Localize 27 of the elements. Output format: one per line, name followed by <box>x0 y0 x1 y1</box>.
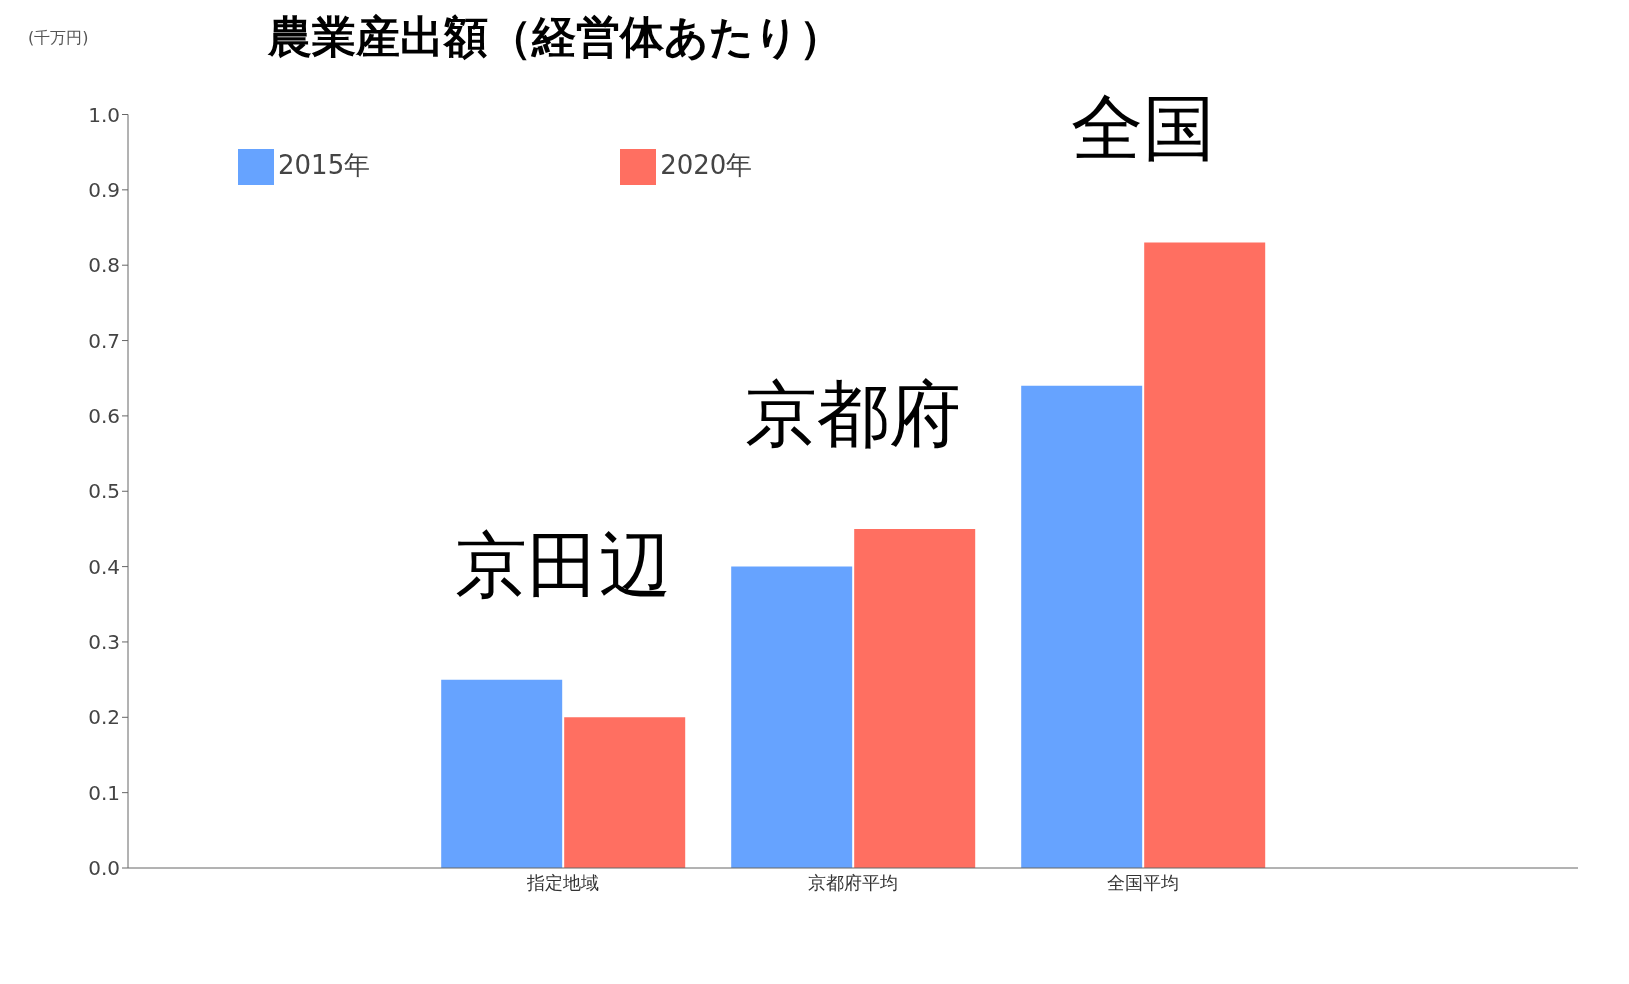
y-tick-label: 0.4 <box>88 554 120 579</box>
y-axis-title: (千万円) <box>28 28 89 49</box>
y-tick-label: 0.9 <box>88 177 120 202</box>
y-tick-label: 0.2 <box>88 705 120 730</box>
legend-label: 2015年 <box>278 150 371 180</box>
x-tick-label: 指定地域 <box>526 871 599 893</box>
bar <box>441 679 563 868</box>
y-tick-label: 0.5 <box>88 479 120 504</box>
annotation: 京都府 <box>745 371 961 456</box>
chart-title: 農業産出額（経営体あたり） <box>268 10 843 64</box>
bar <box>1021 385 1143 868</box>
bar <box>854 528 976 868</box>
y-tick-label: 0.7 <box>88 328 120 353</box>
bar <box>1144 242 1266 868</box>
y-tick-label: 0.8 <box>88 253 120 278</box>
y-tick-label: 0.1 <box>88 780 120 805</box>
annotation: 京田辺 <box>455 522 671 607</box>
y-tick-label: 1.0 <box>88 102 120 127</box>
bar <box>731 566 853 868</box>
legend-label: 2020年 <box>660 150 753 180</box>
annotation: 全国 <box>1071 85 1215 170</box>
y-tick-label: 0.0 <box>88 856 120 881</box>
x-tick-label: 全国平均 <box>1107 871 1179 893</box>
y-tick-label: 0.3 <box>88 630 120 655</box>
bar <box>564 717 686 868</box>
y-tick-label: 0.6 <box>88 404 120 428</box>
x-tick-label: 京都府平均 <box>808 871 898 893</box>
